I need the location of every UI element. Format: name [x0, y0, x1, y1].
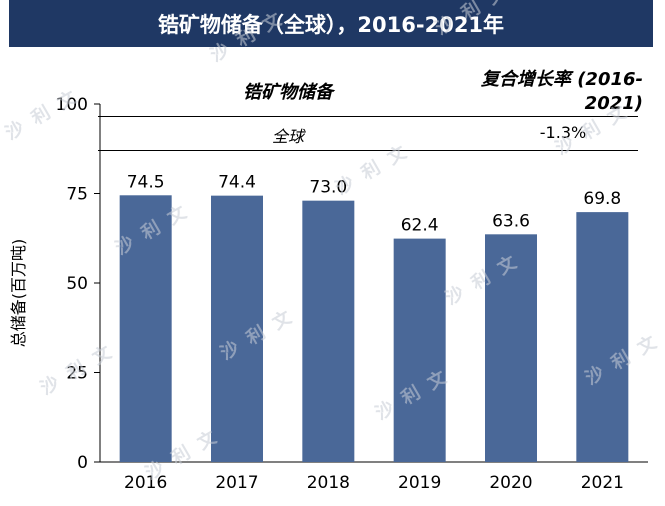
x-tick-label: 2020: [489, 473, 532, 493]
bar: [211, 195, 263, 462]
y-tick-label: 50: [66, 274, 88, 294]
watermark-text: 沙利文: [332, 135, 421, 199]
watermark-logo: 沙利文: [442, 245, 531, 309]
watermark-logo: 沙利文: [217, 300, 306, 364]
watermark-text: 沙利文: [552, 95, 641, 159]
bar: [119, 195, 172, 463]
x-tick-label: 2018: [307, 473, 350, 493]
watermark-text: 沙利文: [37, 335, 126, 399]
watermark-logo: 沙利文: [582, 325, 665, 389]
cagr-table-bottom-rule: [98, 150, 638, 151]
watermark-text: 沙利文: [432, 0, 521, 39]
y-tick-label: 75: [66, 185, 88, 205]
watermark-text: 沙利文: [582, 325, 665, 389]
chart-title: 锆矿物储备（全球），2016-2021年: [157, 12, 505, 37]
watermark-text: 沙利文: [142, 420, 231, 484]
watermark-logo: 沙利文: [332, 135, 421, 199]
cagr-table: 锆矿物储备 复合增长率 (2016-2021) 全球 -1.3%: [98, 66, 643, 152]
bar-value-label: 69.8: [583, 189, 621, 209]
bar-value-label: 74.4: [218, 173, 256, 193]
watermark-text: 沙利文: [217, 300, 306, 364]
watermark-logo: 沙利文: [552, 95, 641, 159]
x-tick-label: 2021: [581, 473, 624, 493]
x-tick-label: 2016: [124, 473, 167, 493]
bar: [485, 234, 537, 462]
watermark-logo: 沙利文: [2, 80, 91, 144]
watermark-logo: 沙利文: [142, 420, 231, 484]
chart-title-banner: 锆矿物储备（全球），2016-2021年: [9, 0, 653, 47]
watermark-logo: 沙利文: [112, 195, 201, 259]
y-tick-label: 100: [56, 95, 88, 115]
bar: [393, 238, 446, 462]
bar: [302, 200, 355, 462]
cagr-table-col1-header: 锆矿物储备: [243, 82, 333, 103]
watermark-text: 沙利文: [112, 195, 201, 259]
watermark-text: 沙利文: [207, 2, 296, 66]
bar: [576, 212, 629, 462]
watermark-logo: 沙利文: [207, 2, 296, 66]
watermark-logo: 沙利文: [432, 0, 521, 39]
bar-value-label: 62.4: [401, 216, 439, 236]
cagr-table-value: -1.3%: [539, 123, 587, 142]
cagr-table-region: 全球: [271, 127, 304, 146]
cagr-table-col2-header: 复合增长率 (2016-2021): [480, 69, 643, 114]
watermark-text: 沙利文: [2, 80, 91, 144]
x-tick-label: 2017: [215, 473, 258, 493]
watermark-text: 沙利文: [372, 360, 461, 424]
watermark-text: 沙利文: [442, 245, 531, 309]
cagr-table-divider: [98, 116, 638, 117]
bar-value-label: 63.6: [492, 211, 530, 231]
bar-value-label: 73.0: [309, 178, 347, 198]
y-tick-label: 25: [66, 364, 88, 384]
watermark-logo: 沙利文: [372, 360, 461, 424]
watermark-logo: 沙利文: [37, 335, 126, 399]
y-axis-title: 总储备(百万吨): [9, 239, 28, 348]
y-tick-label: 0: [77, 453, 88, 473]
bar-value-label: 74.5: [127, 172, 165, 192]
x-tick-label: 2019: [398, 473, 441, 493]
